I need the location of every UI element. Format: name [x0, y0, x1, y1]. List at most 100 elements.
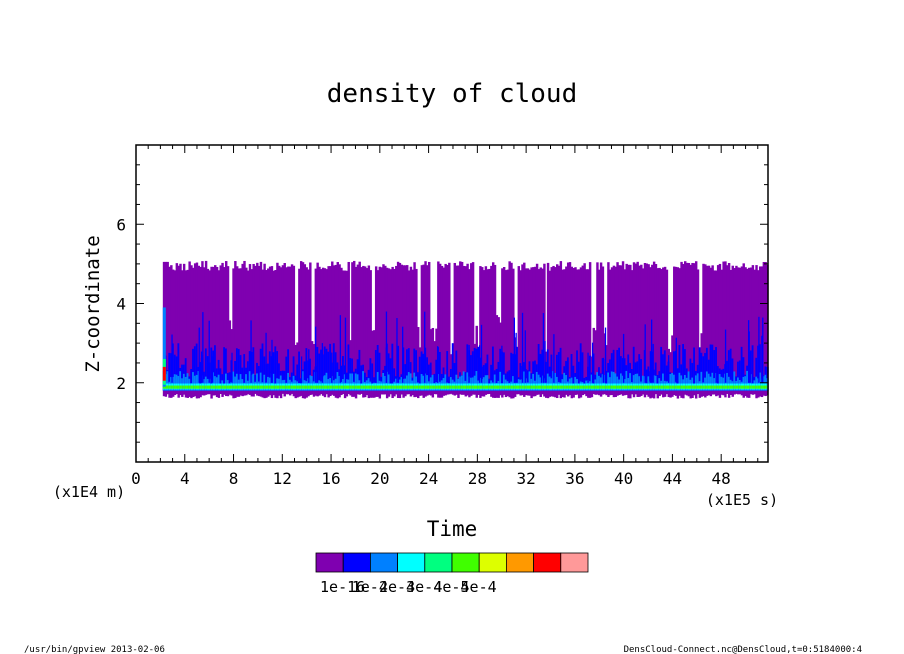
cloud-column — [660, 269, 663, 395]
density-band — [371, 363, 374, 391]
density-band — [182, 373, 186, 391]
cloud-column — [534, 266, 537, 397]
density-band — [647, 376, 650, 391]
density-band — [437, 346, 440, 391]
cloud-column — [248, 264, 252, 395]
density-band — [685, 385, 689, 389]
density-band — [353, 385, 356, 389]
density-band — [427, 385, 431, 389]
cloud-column — [267, 268, 270, 397]
cloud-column — [245, 267, 248, 396]
x-tick-label: 20 — [370, 469, 389, 488]
density-band — [700, 371, 703, 391]
density-band — [588, 385, 592, 389]
cloud-column — [585, 269, 588, 397]
density-band — [532, 385, 535, 389]
density-band — [351, 385, 354, 389]
density-band — [287, 349, 290, 391]
density-band — [387, 353, 391, 391]
density-band — [521, 385, 524, 389]
chart-title: density of cloud — [327, 79, 577, 109]
cloud-column — [598, 269, 601, 396]
density-band — [378, 352, 382, 391]
density-band — [545, 361, 548, 391]
density-band — [713, 385, 716, 389]
cloud-column — [235, 266, 239, 397]
cloud-column — [321, 267, 325, 396]
density-band — [195, 343, 199, 391]
density-band — [363, 385, 367, 389]
density-band — [609, 385, 612, 389]
density-band — [362, 371, 365, 391]
density-band — [162, 385, 166, 389]
density-band — [603, 374, 606, 391]
density-band — [559, 385, 563, 389]
density-band — [603, 385, 606, 389]
density-band — [170, 385, 173, 389]
density-band — [689, 358, 692, 391]
cloud-column — [716, 265, 720, 396]
density-band — [565, 375, 568, 391]
density-band — [758, 372, 762, 391]
density-band — [694, 375, 698, 391]
density-band — [420, 374, 424, 391]
density-band — [331, 385, 334, 389]
density-band — [735, 385, 738, 389]
cloud-column — [685, 262, 689, 396]
density-band — [502, 385, 506, 389]
density-band — [435, 359, 438, 391]
cloud-column — [272, 270, 275, 396]
cloud-column — [490, 265, 493, 397]
cloud-column — [237, 268, 241, 397]
cloud-column — [203, 267, 206, 396]
density-band — [568, 385, 572, 389]
density-band — [738, 360, 742, 391]
cloud-column — [466, 263, 469, 396]
density-band — [340, 385, 343, 389]
density-band — [369, 385, 372, 389]
density-band — [673, 385, 676, 389]
cloud-column — [259, 261, 263, 397]
density-band — [342, 385, 345, 389]
cloud-column — [395, 265, 398, 395]
cloud-column — [663, 266, 667, 397]
density-band — [329, 343, 332, 391]
density-band — [395, 385, 398, 389]
cloud-column — [433, 341, 436, 395]
density-band — [285, 356, 288, 391]
density-band — [285, 385, 288, 389]
density-band — [307, 385, 310, 389]
y-tick-label: 6 — [116, 215, 126, 234]
cloud-column — [737, 267, 740, 395]
cloud-column — [261, 269, 264, 398]
cloud-column — [614, 266, 617, 398]
density-band — [376, 345, 380, 391]
density-band — [184, 358, 188, 391]
density-band — [619, 385, 623, 389]
density-band — [581, 385, 585, 389]
cloud-column — [619, 265, 623, 395]
cloud-column — [543, 263, 546, 397]
density-band — [387, 385, 391, 389]
density-band — [459, 385, 462, 389]
cloud-column — [641, 268, 645, 395]
cloud-column — [413, 262, 416, 398]
density-band — [651, 351, 654, 391]
cloud-column — [164, 261, 168, 397]
density-band — [327, 351, 330, 391]
density-band — [192, 385, 195, 389]
density-band — [353, 371, 356, 391]
density-band — [301, 371, 305, 391]
density-band — [656, 374, 659, 391]
density-band — [588, 355, 592, 391]
cloud-column — [374, 266, 378, 397]
density-band — [175, 374, 179, 391]
density-band — [694, 385, 698, 389]
density-band — [629, 373, 632, 391]
cloud-column — [744, 267, 747, 397]
density-band — [599, 385, 603, 389]
cloud-column — [740, 266, 744, 396]
density-band — [616, 349, 619, 391]
density-band — [555, 354, 559, 391]
cloud-column — [596, 262, 599, 395]
